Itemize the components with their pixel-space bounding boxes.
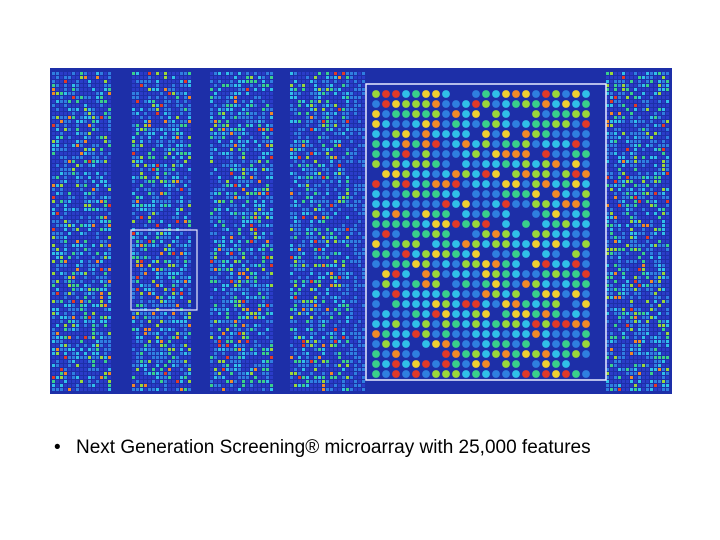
caption-bullet: • Next Generation Screening® microarray w… bbox=[54, 436, 694, 460]
microarray-image bbox=[50, 68, 672, 394]
zoom-region-box bbox=[365, 83, 607, 381]
bullet-marker: • bbox=[54, 437, 61, 458]
selection-region-box bbox=[130, 229, 198, 311]
caption-text: Next Generation Screening® microarray wi… bbox=[76, 437, 591, 458]
microarray-scan-graphic bbox=[50, 68, 672, 394]
